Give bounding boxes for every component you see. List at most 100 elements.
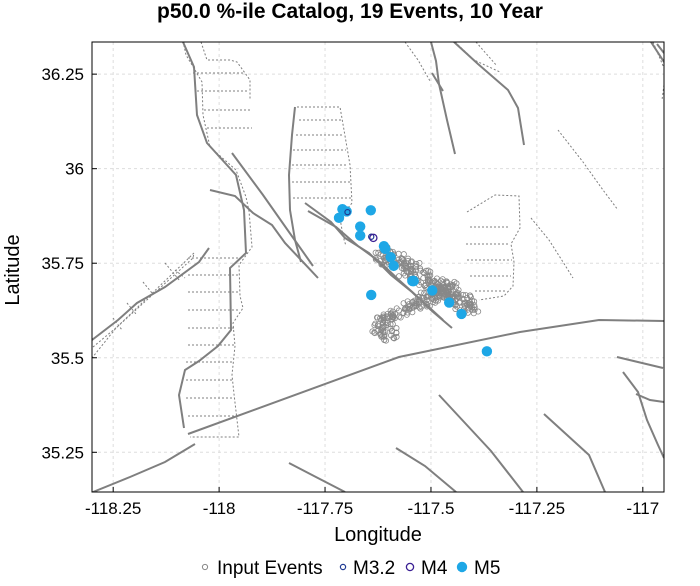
fault-trace — [92, 443, 196, 492]
fault-trace — [307, 210, 444, 321]
event-point-m5 — [427, 285, 438, 296]
input-event-point — [408, 258, 415, 265]
fault-zone-outline — [186, 72, 252, 417]
plot-frame — [91, 41, 665, 493]
fault-trace — [287, 106, 302, 263]
event-point-m5 — [333, 212, 345, 224]
input-event-point — [416, 304, 423, 311]
input-event-point — [445, 286, 452, 293]
legend-marker-m4 — [405, 562, 415, 572]
fault-trace — [543, 413, 606, 492]
y-tick-label: 35.25 — [41, 443, 84, 462]
input-event-point — [371, 329, 378, 336]
input-event-point — [471, 302, 478, 309]
fault-trace — [438, 394, 524, 492]
input-event-point — [439, 287, 446, 294]
input-event-point — [423, 293, 430, 300]
fault-zone-outline — [404, 42, 431, 82]
input-event-point — [397, 314, 404, 321]
input-event-point — [392, 311, 399, 318]
input-event-point — [375, 326, 382, 333]
y-tick-label: 35.75 — [41, 254, 84, 273]
input-event-point — [401, 261, 408, 268]
input-event-point — [447, 281, 454, 288]
input-event-point — [443, 278, 450, 285]
event-point-m3-2 — [344, 208, 351, 216]
fault-trace — [650, 42, 664, 63]
input-event-point — [400, 300, 407, 307]
input-event-point — [416, 293, 423, 300]
y-tick-label: 35.5 — [51, 349, 84, 368]
input-event-point — [421, 282, 428, 289]
input-event-point — [400, 251, 407, 258]
input-event-point — [427, 268, 434, 275]
input-event-point — [470, 310, 477, 317]
fault-zone-outline — [92, 251, 195, 359]
input-event-point — [387, 321, 394, 328]
input-event-point — [464, 295, 471, 302]
input-event-point — [417, 305, 424, 312]
input-event-point — [419, 294, 426, 301]
x-tick-label: -118 — [203, 499, 236, 518]
x-tick-label: -117.25 — [509, 499, 565, 518]
fault-trace — [656, 43, 664, 54]
event-point-m5 — [380, 243, 391, 255]
input-event-point — [413, 261, 420, 268]
input-event-point — [467, 304, 474, 311]
input-event-point — [423, 267, 430, 274]
legend-label-m3-2: M3.2 — [353, 558, 395, 579]
input-event-point — [375, 321, 382, 328]
input-event-point — [409, 299, 416, 306]
event-point-m5 — [456, 308, 467, 320]
legend-label-m5: M5 — [474, 558, 500, 579]
input-event-point — [457, 298, 464, 305]
legend-label-input-events: Input Events — [217, 558, 323, 579]
event-point-m5 — [355, 230, 366, 241]
fault-trace — [288, 462, 346, 492]
y-axis-label: Latitude — [2, 234, 24, 305]
input-event-point — [379, 320, 386, 327]
input-event-point — [406, 300, 413, 307]
input-event-point — [410, 268, 417, 275]
fault-trace — [453, 42, 525, 146]
fault-trace — [622, 371, 664, 459]
event-point-m5 — [385, 251, 396, 263]
fault-trace — [209, 189, 319, 279]
input-event-point — [389, 316, 396, 323]
legend-marker-m3-2 — [339, 563, 347, 571]
input-event-point — [403, 260, 410, 267]
y-axis-ticks: 35.25 35.5 35.75 36 36.25 — [41, 65, 97, 462]
event-point-m5 — [388, 260, 399, 272]
input-event-point — [425, 278, 432, 285]
input-event-point — [453, 291, 460, 298]
fault-trace — [395, 447, 457, 492]
input-event-point — [395, 273, 402, 280]
fault-zone-outline — [454, 42, 501, 73]
input-event-point — [381, 333, 388, 340]
input-event-point — [438, 288, 445, 295]
input-event-point — [424, 302, 431, 309]
legend-marker-input-events — [201, 563, 209, 571]
input-event-point — [403, 311, 410, 318]
input-event-point — [417, 265, 424, 272]
event-point-m4 — [369, 233, 378, 243]
input-event-point — [435, 297, 442, 304]
input-event-point — [393, 333, 400, 340]
input-event-point — [421, 269, 428, 276]
input-event-point — [380, 311, 387, 318]
input-event-point — [393, 325, 400, 332]
fault-trace — [92, 247, 210, 341]
input-event-point — [372, 320, 379, 327]
legend-marker-m5 — [456, 561, 468, 573]
x-axis-label: Longitude — [334, 524, 422, 546]
legend-item-m3-2: M3.2 — [339, 558, 395, 579]
legend-item-m4: M4 — [405, 558, 448, 579]
fault-zone-outline — [466, 226, 512, 292]
fault-zone-outline — [292, 119, 351, 199]
input-event-point — [403, 268, 410, 275]
fault-trace — [177, 42, 248, 429]
event-point-m5 — [443, 297, 455, 308]
event-point-m5 — [366, 289, 377, 301]
x-tick-label: -117.75 — [297, 499, 353, 518]
y-tick-label: 36.25 — [41, 65, 84, 84]
